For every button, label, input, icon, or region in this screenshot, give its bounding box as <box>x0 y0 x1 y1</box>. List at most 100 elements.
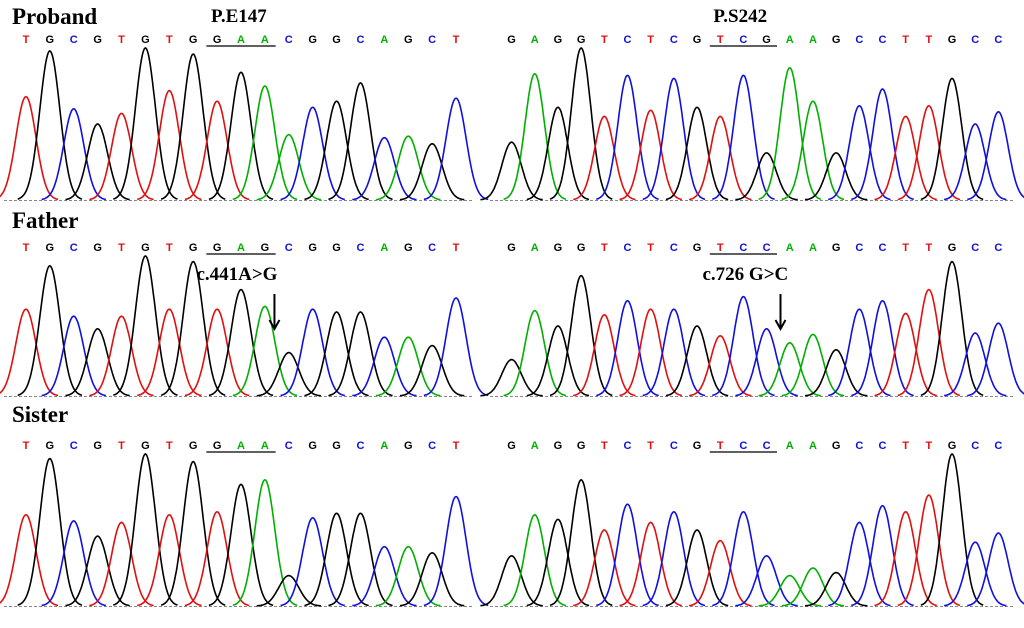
base-letter: T <box>165 440 173 452</box>
trace-peak <box>137 308 202 397</box>
row-label-sister: Sister <box>12 402 69 427</box>
mutation-label: c.726 G>C <box>702 264 789 285</box>
base-letter: G <box>141 242 150 254</box>
trace-peak <box>65 123 130 201</box>
trace-peak <box>423 297 489 397</box>
base-letter: G <box>692 34 702 46</box>
trace-peak <box>376 545 441 607</box>
base-letter: C <box>878 242 887 254</box>
trace-peak <box>897 494 961 607</box>
trace-peak <box>232 85 298 201</box>
base-letter: A <box>808 34 817 46</box>
trace-peak <box>328 512 393 607</box>
base-letter: A <box>380 34 389 46</box>
base-letter: G <box>947 34 957 46</box>
trace-peak <box>17 457 83 606</box>
base-letter: C <box>428 34 437 46</box>
base-letter: A <box>260 440 269 452</box>
base-letter: C <box>356 242 365 254</box>
base-letter: C <box>739 440 748 452</box>
trace-peak <box>89 521 154 607</box>
base-letter: T <box>716 242 724 254</box>
trace-peak <box>735 152 798 201</box>
base-letter: C <box>971 440 980 452</box>
trace-peak <box>423 97 489 201</box>
base-letter: T <box>165 242 173 254</box>
trace-peak <box>573 529 636 607</box>
base-letter: G <box>212 34 222 46</box>
trace-peak <box>280 106 345 201</box>
base-letter: G <box>141 34 150 46</box>
trace-peak <box>967 110 1024 201</box>
trace-peak <box>874 510 937 607</box>
base-letter: A <box>237 242 245 254</box>
base-letter: G <box>45 34 55 46</box>
base-letter: A <box>808 242 817 254</box>
trace-peak <box>304 100 369 201</box>
base-letter: G <box>831 34 841 46</box>
trace-peak <box>160 53 226 200</box>
base-letter: G <box>403 242 413 254</box>
base-letter: G <box>93 440 102 452</box>
base-letter: C <box>428 242 437 254</box>
trace-peak <box>943 541 1007 607</box>
mutation-arrowhead <box>774 319 787 332</box>
base-letter: C <box>284 242 293 254</box>
base-letter: A <box>785 242 794 254</box>
base-letter: C <box>284 440 293 452</box>
base-letter: T <box>716 34 724 46</box>
trace-peak <box>665 529 729 607</box>
base-letter: G <box>332 440 341 452</box>
trace-peak <box>480 141 543 201</box>
trace-peak <box>688 539 752 607</box>
base-letter: G <box>576 242 586 254</box>
trace-peak <box>160 460 226 606</box>
trace-peak <box>665 325 729 397</box>
base-letter: G <box>308 242 317 254</box>
trace-peak <box>967 532 1024 607</box>
base-letter: G <box>576 34 586 46</box>
base-letter: C <box>69 242 78 254</box>
trace-peak <box>503 72 567 200</box>
trace-peak <box>619 308 683 397</box>
trace-peak <box>549 274 613 397</box>
base-letter: C <box>971 242 980 254</box>
base-letter: G <box>45 440 55 452</box>
base-letter: C <box>855 34 864 46</box>
trace-peak <box>328 311 393 397</box>
trace-peak <box>596 74 659 201</box>
trace-peak <box>827 308 891 397</box>
trace-peak <box>89 315 154 397</box>
trace-peak <box>758 574 821 607</box>
trace-peak <box>208 71 274 200</box>
trace-peak <box>828 521 891 607</box>
base-letter: T <box>22 440 30 452</box>
base-letter: C <box>878 34 887 46</box>
trace-peak <box>41 520 107 607</box>
panel-title: P.S242 <box>713 6 768 27</box>
trace-peak <box>0 513 59 607</box>
row-label-proband: Proband <box>12 4 98 29</box>
base-letter: A <box>237 34 245 46</box>
trace-peak <box>208 288 274 397</box>
trace-peak <box>781 100 845 201</box>
base-letter: T <box>902 440 910 452</box>
base-letter: G <box>403 440 413 452</box>
trace-peak <box>943 332 1007 397</box>
base-letter: G <box>507 440 516 452</box>
base-letter: G <box>212 242 222 254</box>
row-label-father: Father <box>12 208 79 233</box>
trace-peak <box>781 567 845 607</box>
base-letter: T <box>925 34 933 46</box>
base-letter: C <box>284 34 293 46</box>
base-letter: G <box>188 440 198 452</box>
trace-peak <box>503 309 567 397</box>
trace-peak <box>851 299 914 397</box>
trace-peak <box>642 308 706 397</box>
trace-peak <box>113 47 178 200</box>
base-letter: C <box>623 440 632 452</box>
base-letter: A <box>785 34 794 46</box>
trace-peak <box>503 513 567 607</box>
panel-title: P.E147 <box>211 6 267 27</box>
